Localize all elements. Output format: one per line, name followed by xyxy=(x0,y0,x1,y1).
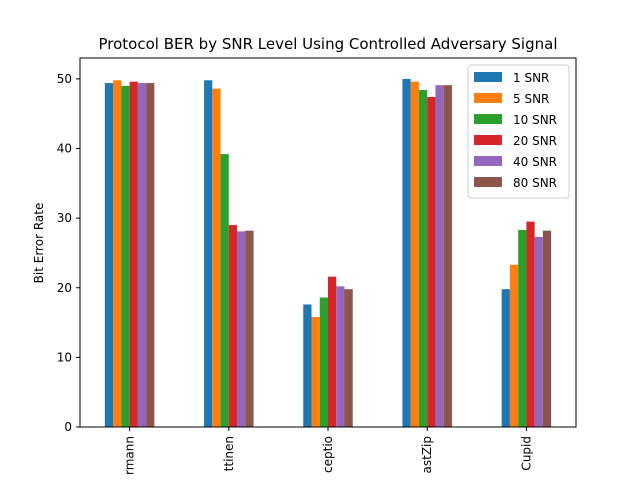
legend-label: 80 SNR xyxy=(513,176,557,190)
bar-1-snr-cupid xyxy=(501,289,510,427)
legend-swatch xyxy=(474,93,502,103)
bar-40-snr-ttinen xyxy=(237,231,246,427)
legend-swatch xyxy=(474,72,502,82)
bar-80-snr-rmann xyxy=(146,83,155,427)
y-tick-label: 20 xyxy=(57,281,72,295)
legend-label: 5 SNR xyxy=(513,92,549,106)
bar-1-snr-astzip xyxy=(402,78,411,427)
bar-80-snr-cupid xyxy=(542,230,552,427)
y-tick-label: 0 xyxy=(64,420,72,434)
legend-swatch xyxy=(474,135,502,145)
bar-80-snr-ttinen xyxy=(245,230,254,427)
y-tick-label: 10 xyxy=(57,350,72,364)
y-axis-label: Bit Error Rate xyxy=(32,203,46,284)
legend-label: 10 SNR xyxy=(513,113,557,127)
legend-label: 40 SNR xyxy=(513,155,557,169)
bar-10-snr-ceptio xyxy=(319,297,328,427)
bar-5-snr-ttinen xyxy=(212,88,221,427)
x-tick-label: ttinen xyxy=(222,436,236,471)
legend-swatch xyxy=(474,156,502,166)
x-tick-label: astZip xyxy=(420,436,434,473)
bar-40-snr-cupid xyxy=(534,236,543,427)
x-tick-label: rmann xyxy=(123,436,137,475)
bar-20-snr-astzip xyxy=(427,96,436,428)
y-tick-label: 30 xyxy=(57,211,72,225)
bar-20-snr-rmann xyxy=(129,81,138,428)
bar-40-snr-rmann xyxy=(137,83,147,427)
bar-10-snr-rmann xyxy=(121,85,130,427)
bar-5-snr-cupid xyxy=(509,264,519,427)
bar-10-snr-cupid xyxy=(518,229,527,427)
bar-1-snr-ttinen xyxy=(204,80,213,427)
bar-20-snr-ttinen xyxy=(228,225,238,427)
x-tick-label: Cupid xyxy=(519,436,533,471)
bar-80-snr-astzip xyxy=(443,85,452,428)
legend-swatch xyxy=(474,177,502,187)
bar-80-snr-ceptio xyxy=(344,289,353,427)
legend-swatch xyxy=(474,114,502,124)
bar-1-snr-ceptio xyxy=(303,304,312,427)
legend-label: 20 SNR xyxy=(513,134,557,148)
bar-5-snr-astzip xyxy=(410,81,419,428)
axes-group: 0 10 20 30 40 50 rmann ttinen ceptio astZip Cupid xyxy=(57,57,577,475)
bar-5-snr-rmann xyxy=(113,80,122,427)
bar-1-snr-rmann xyxy=(104,83,114,427)
bars-group xyxy=(104,78,552,428)
x-tick-label: ceptio xyxy=(321,436,335,473)
bar-40-snr-ceptio xyxy=(336,286,345,427)
bar-40-snr-astzip xyxy=(435,85,444,428)
y-tick-label: 40 xyxy=(57,142,72,156)
bar-5-snr-ceptio xyxy=(311,317,320,427)
legend-label: 1 SNR xyxy=(513,71,549,85)
y-tick-label: 50 xyxy=(57,72,72,86)
bar-20-snr-ceptio xyxy=(328,276,337,427)
legend: 1 SNR 5 SNR 10 SNR 20 SNR 40 SNR 80 SNR xyxy=(467,64,570,199)
chart-title: Protocol BER by SNR Level Using Controll… xyxy=(99,35,558,53)
bar-20-snr-cupid xyxy=(526,221,535,427)
bar-10-snr-ttinen xyxy=(220,154,229,427)
bar-10-snr-astzip xyxy=(418,90,428,427)
